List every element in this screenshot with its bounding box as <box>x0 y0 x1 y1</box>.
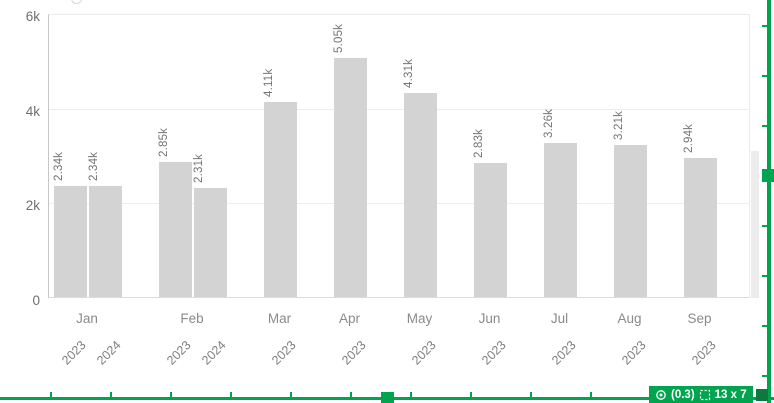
year-label: 2023 <box>548 338 579 368</box>
year-label: 2023 <box>408 338 439 368</box>
year-label: 2024 <box>93 338 124 368</box>
selection-handle-right[interactable] <box>762 169 774 182</box>
month-label: Jun <box>478 311 501 326</box>
selection-ruler-tick <box>50 392 52 397</box>
selection-ruler-tick <box>410 392 412 397</box>
month-label: Aug <box>617 311 642 326</box>
gridline <box>49 203 749 205</box>
clipped-next-bar[interactable] <box>751 151 759 298</box>
clipped-ui-artifact <box>71 0 82 4</box>
bar-feb-2024[interactable] <box>194 187 227 297</box>
month-label: Jul <box>550 311 569 326</box>
bar-may-2023[interactable] <box>404 93 437 297</box>
selection-handle-bottom[interactable] <box>381 392 394 403</box>
plot-area: 2.34k 2.34k 2.85k 2.31k 4.11k 5.05k 4.31k 2.83k… <box>48 14 750 298</box>
selection-info-badge: (0.3) 13 x 7 <box>649 386 753 403</box>
selection-right-edge[interactable] <box>767 0 771 403</box>
year-label: 2023 <box>478 338 509 368</box>
bar-sep-2023[interactable] <box>684 157 717 297</box>
selection-ruler-tick <box>230 392 232 397</box>
year-label: 2023 <box>688 338 719 368</box>
selection-ruler-tick <box>470 392 472 397</box>
grid-size: 13 x 7 <box>714 388 747 401</box>
bar-value-label: 2.34k <box>52 152 65 182</box>
month-label: Apr <box>338 311 361 326</box>
bar-jan-2024[interactable] <box>89 186 122 297</box>
month-label: May <box>406 311 433 326</box>
bar-value-label: 2.83k <box>472 128 485 159</box>
selection-ruler-tick <box>762 125 767 127</box>
selection-ruler-tick <box>762 225 767 227</box>
gridline <box>49 108 749 110</box>
bar-jun-2023[interactable] <box>474 163 507 297</box>
zoom-factor: (0.3) <box>671 388 695 401</box>
year-label: 2023 <box>268 338 299 368</box>
y-axis-tick-label: 4k <box>25 103 40 119</box>
selection-ruler-tick <box>170 392 172 397</box>
bar-mar-2023[interactable] <box>264 102 297 297</box>
month-label: Jan <box>76 311 98 326</box>
year-label: 2023 <box>338 338 369 368</box>
selection-ruler-tick <box>762 275 767 277</box>
bar-value-label: 2.31k <box>192 153 205 183</box>
y-axis-tick-label: 6k <box>25 9 40 24</box>
selection-ruler-tick <box>762 375 767 377</box>
bar-jan-2023[interactable] <box>54 186 87 297</box>
bar-jul-2023[interactable] <box>544 142 577 297</box>
y-axis-tick-label: 2k <box>25 198 40 214</box>
selection-ruler-tick <box>290 392 292 397</box>
year-label: 2024 <box>198 338 229 368</box>
selection-ruler-tick <box>590 392 592 397</box>
month-label: Mar <box>267 311 292 326</box>
bar-value-label: 4.11k <box>262 69 275 98</box>
bar-aug-2023[interactable] <box>614 145 647 297</box>
month-label: Sep <box>687 311 712 326</box>
year-label: 2023 <box>58 338 89 368</box>
selection-handle-corner[interactable] <box>756 389 768 401</box>
year-label: 2023 <box>163 338 194 368</box>
month-label: Feb <box>180 311 204 326</box>
bar-value-label: 5.05k <box>332 23 345 53</box>
y-axis-tick-label: 0 <box>32 293 40 308</box>
bar-value-label: 3.26k <box>542 108 555 138</box>
selection-ruler-tick <box>762 75 767 77</box>
bar-apr-2023[interactable] <box>334 57 367 297</box>
bar-value-label: 2.34k <box>87 152 100 182</box>
bar-value-label: 4.31k <box>402 58 415 88</box>
marquee-icon <box>699 389 711 401</box>
bar-value-label: 2.94k <box>682 123 695 153</box>
selection-ruler-tick <box>110 392 112 397</box>
crosshair-icon <box>655 389 667 401</box>
bar-feb-2023[interactable] <box>159 162 192 297</box>
bar-value-label: 3.21k <box>612 110 625 141</box>
year-label: 2023 <box>618 338 649 368</box>
selection-ruler-tick <box>762 325 767 327</box>
selection-ruler-tick <box>530 392 532 397</box>
selection-ruler-tick <box>762 25 767 27</box>
selection-ruler-tick <box>350 392 352 397</box>
bar-value-label: 2.85k <box>157 127 170 158</box>
